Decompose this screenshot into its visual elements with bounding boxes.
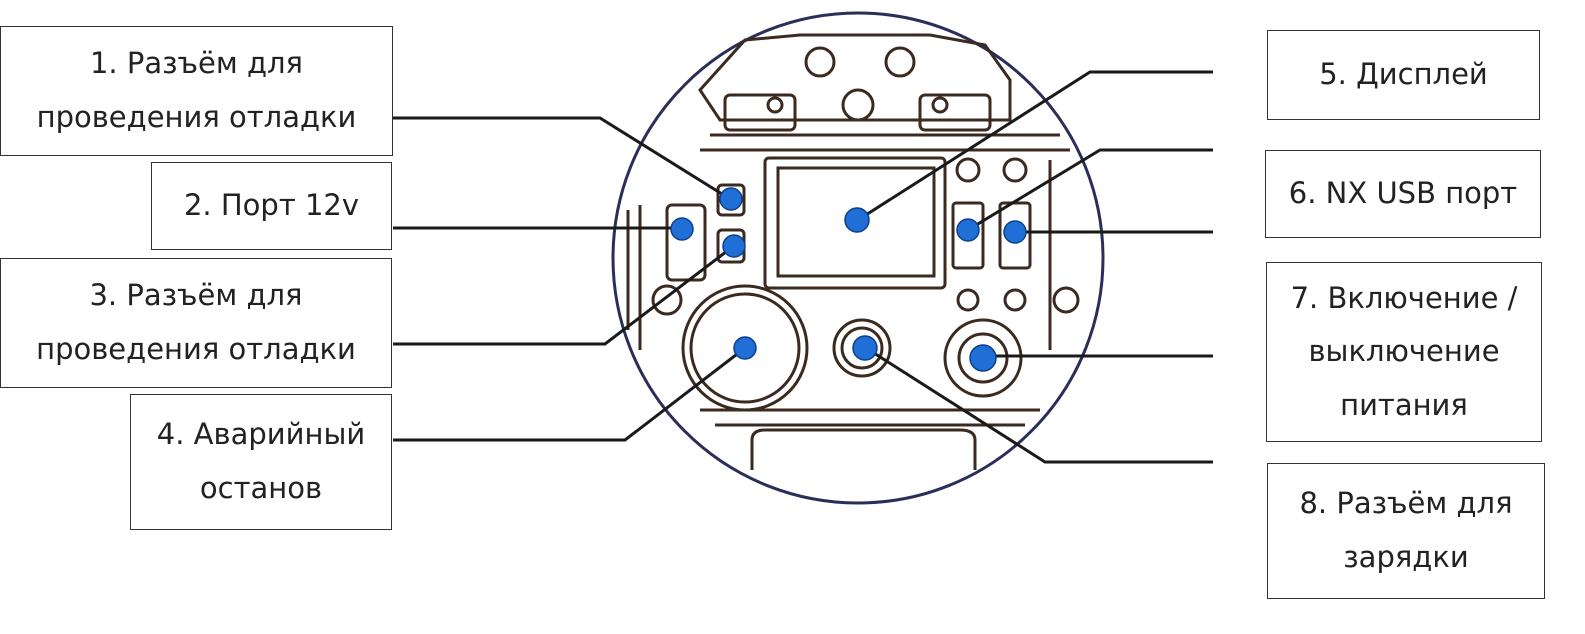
charging-port-outer [832, 318, 892, 378]
leader-line-6a [967, 148, 1213, 232]
usb-bottom-knob [956, 288, 980, 312]
marker-6b [1003, 220, 1027, 244]
top-bolt [841, 88, 875, 122]
charging-port-inner [840, 326, 884, 370]
marker-8 [852, 335, 878, 361]
top-bolt [766, 96, 784, 114]
power-switch-outer [943, 318, 1023, 398]
leader-line-1 [393, 116, 731, 201]
marker-2 [670, 217, 694, 241]
marker-1 [719, 187, 743, 211]
label-charging-connector: 8. Разъём для зарядки [1267, 463, 1545, 599]
label-text: 8. Разъём для зарядки [1299, 486, 1513, 574]
label-nx-usb-port: 6. NX USB порт [1265, 150, 1541, 238]
marker-7 [969, 344, 997, 372]
device-drawing [626, 33, 1080, 470]
marker-4 [733, 336, 757, 360]
label-display: 5. Дисплей [1267, 30, 1540, 120]
bottom-handle [750, 428, 977, 470]
markers [670, 187, 1027, 372]
left-side-connector [665, 203, 707, 282]
leader-lines [393, 70, 1213, 464]
right-side-bolt [1052, 286, 1080, 314]
label-text: 2. Порт 12v [183, 188, 360, 223]
device-outline-circle [611, 11, 1105, 505]
label-text: 3. Разъём для проведения отладки [36, 278, 356, 366]
emergency-stop-ring-inner [689, 292, 801, 404]
leader-line-5 [857, 70, 1213, 222]
display-frame [763, 156, 947, 290]
top-bolt [804, 46, 836, 78]
usb-port-slot [951, 201, 985, 270]
usb-bottom-knob [1003, 288, 1027, 312]
label-text: 6. NX USB порт [1288, 176, 1518, 211]
label-power-switch: 7. Включение / выключение питания [1266, 262, 1542, 442]
label-text: 7. Включение / выключение питания [1290, 280, 1518, 422]
top-plate [723, 93, 797, 132]
label-text: 1. Разъём для проведения отладки [36, 46, 357, 134]
label-port-12v: 2. Порт 12v [151, 162, 392, 250]
top-bolt [931, 96, 949, 114]
top-plate [918, 93, 992, 132]
left-port-top [716, 183, 746, 217]
label-emergency-stop: 4. Аварийный останов [130, 394, 392, 530]
label-text: 4. Аварийный останов [156, 417, 366, 505]
power-switch-inner [957, 332, 1009, 384]
left-lower-connector [651, 284, 683, 316]
marker-5 [844, 207, 870, 233]
top-bracket [698, 33, 1012, 122]
label-debug-connector-3: 3. Разъём для проведения отладки [0, 258, 392, 388]
marker-6a [956, 218, 980, 242]
leader-line-4 [393, 346, 746, 442]
usb-top-knob [1002, 157, 1028, 183]
marker-3 [722, 234, 746, 258]
label-debug-connector-1: 1. Разъём для проведения отладки [0, 26, 393, 156]
leader-line-3 [393, 243, 736, 346]
label-text: 5. Дисплей [1319, 57, 1488, 92]
top-bolt [884, 46, 916, 78]
usb-top-knob [955, 157, 981, 183]
display-screen [776, 166, 936, 278]
leader-line-8 [865, 346, 1213, 464]
